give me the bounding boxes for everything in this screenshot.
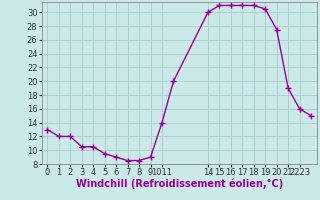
X-axis label: Windchill (Refroidissement éolien,°C): Windchill (Refroidissement éolien,°C) (76, 179, 283, 189)
